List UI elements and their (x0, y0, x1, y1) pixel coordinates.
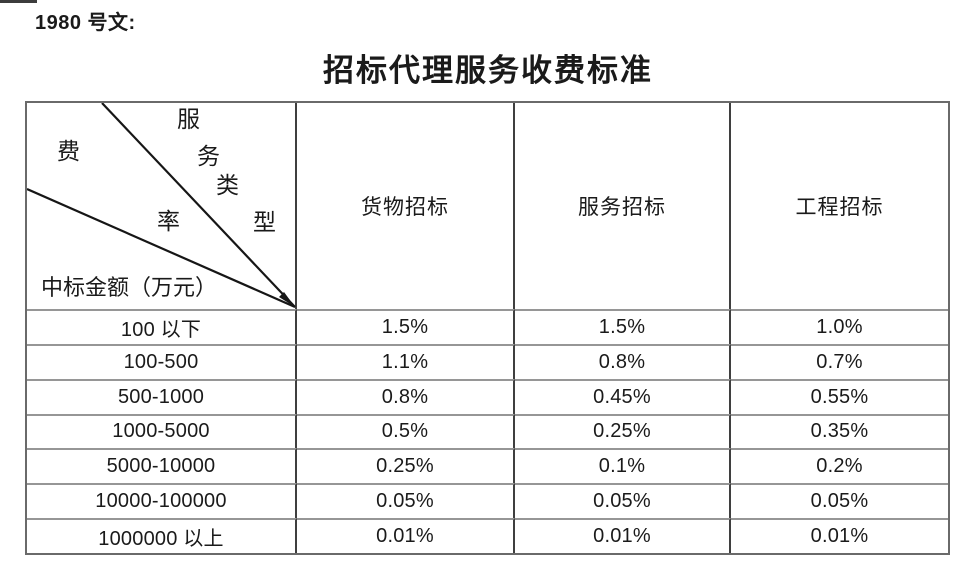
row-label: 10000-100000 (27, 483, 297, 519)
corner-type-char: 类 (216, 173, 239, 198)
column-header-services: 服务招标 (515, 103, 731, 309)
table-cell: 0.25% (297, 448, 515, 484)
row-label: 100-500 (27, 343, 297, 379)
page-edge-mark (0, 0, 37, 3)
column-header-goods: 货物招标 (297, 103, 515, 309)
fee-table: 费 率 服 务 类 型 中标金额（万元） 货物招标 服务招标 工程招标 100 … (25, 101, 950, 555)
corner-row-axis-label: 中标金额（万元） (41, 275, 218, 300)
table-cell: 0.45% (515, 378, 731, 414)
diagonal-split-lines-icon (27, 103, 296, 309)
table-cell: 0.05% (297, 483, 515, 519)
corner-type-char: 服 (177, 107, 200, 132)
table-cell: 0.1% (515, 448, 731, 484)
table-cell: 1.5% (515, 309, 731, 344)
corner-type-char: 型 (253, 210, 276, 235)
row-label: 1000-5000 (27, 413, 297, 449)
diagonal-header-cell: 费 率 服 务 类 型 中标金额（万元） (27, 103, 297, 309)
table-cell: 0.05% (515, 483, 731, 519)
table-cell: 1.5% (297, 309, 515, 344)
corner-type-char: 务 (197, 144, 220, 169)
table-cell: 0.2% (731, 448, 948, 483)
doc-number-label: 1980 号文: (35, 12, 136, 34)
table-cell: 0.25% (515, 413, 731, 449)
table-cell: 0.01% (731, 518, 948, 553)
table-cell: 0.55% (731, 378, 948, 414)
table-cell: 0.01% (515, 518, 731, 553)
table-cell: 0.8% (297, 378, 515, 414)
table-cell: 0.35% (731, 413, 948, 449)
row-label: 5000-10000 (27, 448, 297, 484)
row-label: 500-1000 (27, 378, 297, 414)
table-cell: 0.5% (297, 413, 515, 449)
table-cell: 0.05% (731, 483, 948, 518)
table-cell: 0.8% (515, 343, 731, 379)
corner-fee-char: 费 (57, 139, 80, 164)
table-cell: 0.7% (731, 343, 948, 379)
table-cell: 1.0% (731, 309, 948, 344)
table-cell: 1.1% (297, 343, 515, 379)
table-cell: 0.01% (297, 518, 515, 553)
row-label: 1000000 以上 (27, 518, 297, 553)
page-title: 招标代理服务收费标准 (323, 53, 653, 88)
column-header-works: 工程招标 (795, 195, 884, 219)
row-label: 100 以下 (27, 309, 297, 344)
corner-fee-char: 率 (157, 209, 180, 234)
